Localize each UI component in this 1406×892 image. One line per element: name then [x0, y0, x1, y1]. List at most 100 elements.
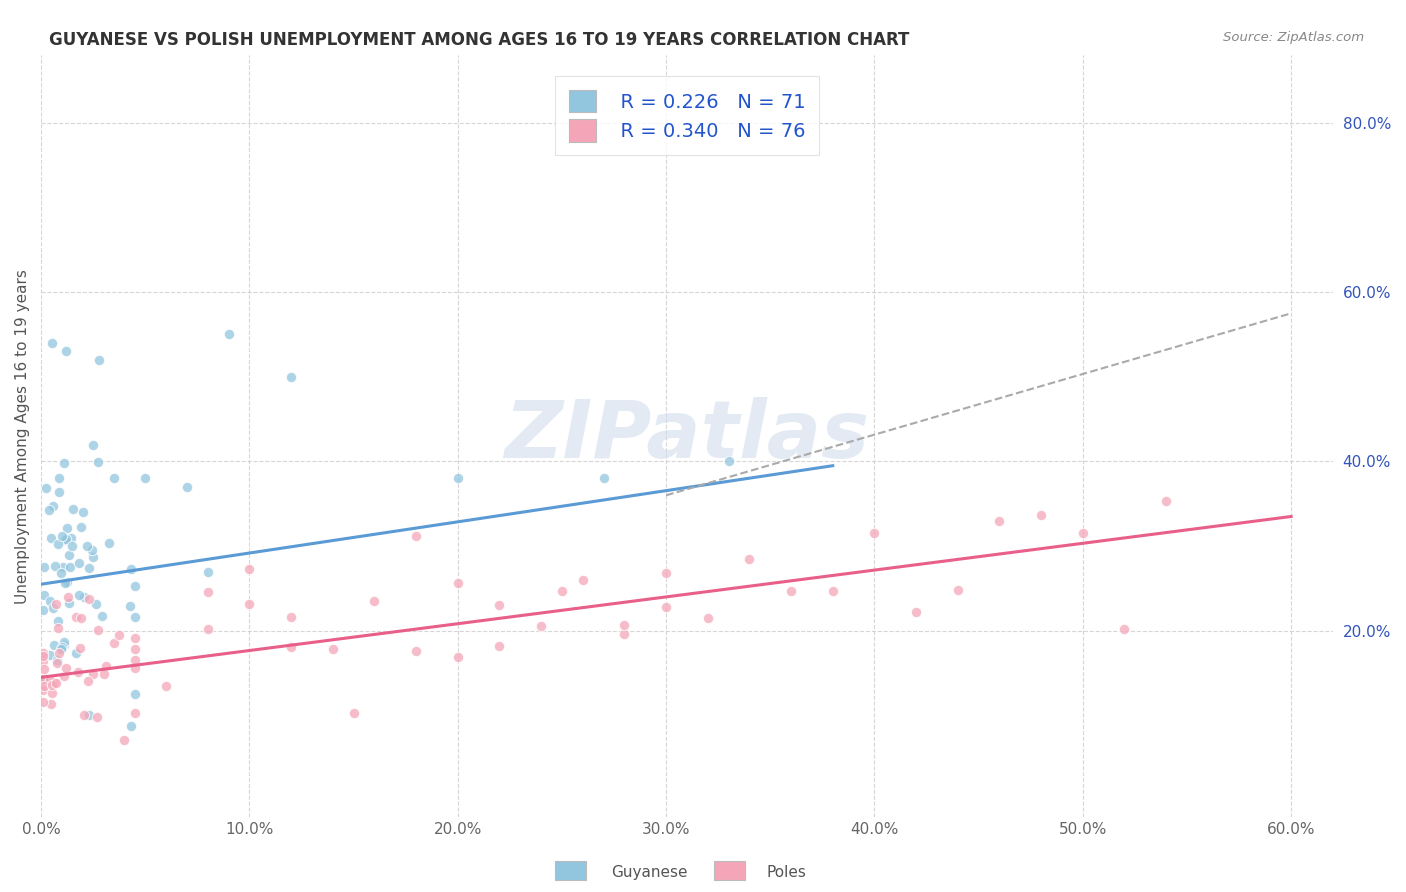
- Point: [86, 623, 108, 637]
- Point: [32, 682, 55, 697]
- Point: [42, 601, 65, 615]
- Point: [696, 611, 718, 625]
- Point: [51, 640, 73, 654]
- Point: [238, 598, 260, 612]
- Point: [780, 583, 803, 598]
- Point: [58, 548, 80, 562]
- Point: [46, 614, 69, 628]
- Point: [52, 559, 75, 574]
- Point: [134, 471, 156, 485]
- Point: [77, 707, 100, 722]
- Point: [114, 733, 136, 747]
- Point: [38, 503, 60, 517]
- Point: [124, 653, 146, 667]
- Text: Poles: Poles: [766, 865, 806, 880]
- Point: [98, 536, 121, 550]
- Point: [32, 695, 55, 709]
- Point: [32, 662, 55, 676]
- Point: [124, 642, 146, 657]
- Point: [89, 352, 111, 367]
- Point: [41, 335, 63, 350]
- Point: [55, 576, 77, 591]
- Point: [41, 678, 63, 692]
- Point: [39, 698, 62, 712]
- Point: [67, 665, 90, 680]
- Point: [530, 619, 553, 633]
- Point: [87, 455, 110, 469]
- Point: [124, 632, 146, 646]
- Point: [55, 344, 77, 359]
- Point: [62, 502, 84, 516]
- Point: [45, 676, 67, 690]
- Point: [38, 594, 60, 608]
- Point: [176, 480, 198, 494]
- Point: [93, 667, 115, 681]
- Point: [42, 638, 65, 652]
- Point: [39, 673, 62, 688]
- Point: [59, 532, 82, 546]
- Point: [70, 611, 93, 625]
- Point: [53, 533, 76, 548]
- Point: [84, 597, 107, 611]
- Point: [124, 687, 146, 701]
- Point: [717, 454, 740, 468]
- Point: [363, 594, 385, 608]
- Point: [72, 505, 94, 519]
- Point: [76, 539, 98, 553]
- Point: [76, 673, 98, 688]
- Point: [655, 599, 678, 614]
- Point: [48, 485, 70, 500]
- Point: [197, 585, 219, 599]
- Text: Source: ZipAtlas.com: Source: ZipAtlas.com: [1223, 31, 1364, 45]
- Point: [103, 471, 125, 485]
- Point: [82, 437, 104, 451]
- Point: [56, 591, 79, 605]
- Point: [405, 529, 427, 543]
- Point: [79, 561, 101, 575]
- Point: [44, 558, 66, 573]
- Point: [46, 653, 69, 667]
- Point: [70, 520, 93, 534]
- Point: [1071, 526, 1094, 541]
- Point: [280, 610, 302, 624]
- Point: [49, 566, 72, 581]
- Text: ZIPatlas: ZIPatlas: [505, 397, 869, 475]
- Point: [1154, 494, 1177, 508]
- Point: [32, 588, 55, 602]
- Point: [55, 532, 77, 546]
- Point: [103, 635, 125, 649]
- Point: [51, 529, 73, 543]
- Point: [613, 618, 636, 632]
- Point: [592, 471, 614, 485]
- Point: [655, 566, 678, 580]
- Point: [32, 646, 55, 660]
- Point: [44, 675, 66, 690]
- Point: [124, 706, 146, 720]
- Point: [35, 482, 58, 496]
- Point: [863, 525, 886, 540]
- Point: [613, 627, 636, 641]
- Point: [32, 680, 55, 694]
- Point: [322, 642, 344, 657]
- Point: [197, 623, 219, 637]
- Point: [58, 596, 80, 610]
- Legend:   R = 0.226   N = 71,   R = 0.340   N = 76: R = 0.226 N = 71, R = 0.340 N = 76: [555, 77, 818, 155]
- Point: [96, 658, 118, 673]
- Point: [218, 327, 240, 342]
- Point: [39, 532, 62, 546]
- Point: [60, 539, 83, 553]
- Point: [56, 521, 79, 535]
- Point: [65, 646, 87, 660]
- Point: [988, 514, 1011, 528]
- Point: [551, 583, 574, 598]
- Point: [280, 369, 302, 384]
- Point: [124, 609, 146, 624]
- Text: Guyanese: Guyanese: [612, 865, 688, 880]
- Point: [67, 556, 90, 570]
- Point: [91, 609, 114, 624]
- Point: [45, 598, 67, 612]
- Point: [42, 499, 65, 513]
- Point: [56, 574, 79, 589]
- Point: [32, 673, 55, 687]
- Point: [48, 646, 70, 660]
